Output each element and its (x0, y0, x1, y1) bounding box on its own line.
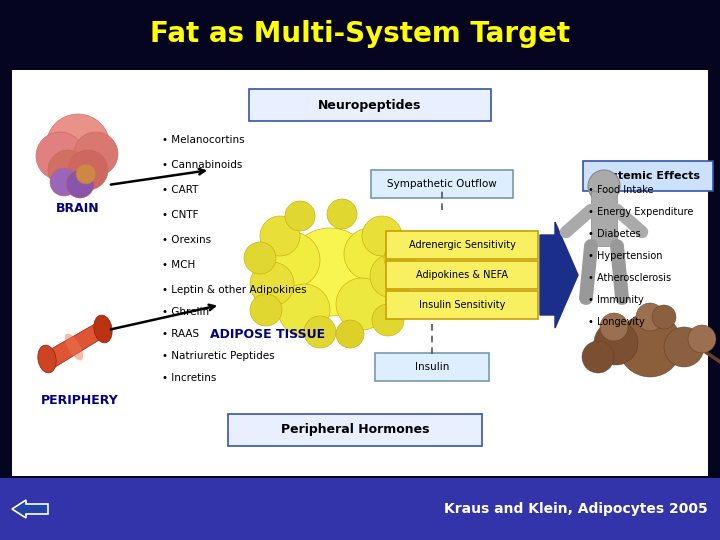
Circle shape (46, 114, 110, 178)
Circle shape (688, 325, 716, 353)
Circle shape (588, 170, 620, 202)
Ellipse shape (65, 334, 83, 360)
Circle shape (68, 150, 108, 190)
Circle shape (594, 321, 638, 365)
Text: • RAAS: • RAAS (162, 329, 199, 339)
Circle shape (285, 201, 315, 231)
Text: • Melanocortins: • Melanocortins (162, 135, 245, 145)
Text: • Hypertension: • Hypertension (588, 251, 662, 261)
Circle shape (582, 341, 614, 373)
Text: • Longevity: • Longevity (588, 317, 644, 327)
Circle shape (74, 132, 118, 176)
Text: • MCH: • MCH (162, 260, 195, 270)
Text: PERIPHERY: PERIPHERY (41, 395, 119, 408)
Text: • Natriuretic Peptides: • Natriuretic Peptides (162, 351, 274, 361)
FancyBboxPatch shape (591, 191, 617, 246)
Polygon shape (540, 222, 578, 328)
FancyBboxPatch shape (375, 353, 489, 381)
Text: • CART: • CART (162, 185, 199, 195)
Text: Adipokines & NEFA: Adipokines & NEFA (416, 270, 508, 280)
Text: • Cannabinoids: • Cannabinoids (162, 160, 243, 170)
Circle shape (652, 305, 676, 329)
Circle shape (618, 313, 682, 377)
Bar (0, 478, 720, 540)
Circle shape (370, 254, 414, 298)
Text: Kraus and Klein, Adipocytes 2005: Kraus and Klein, Adipocytes 2005 (444, 502, 708, 516)
Circle shape (250, 294, 282, 326)
Text: Insulin Sensitivity: Insulin Sensitivity (419, 300, 505, 310)
Circle shape (76, 164, 96, 184)
Circle shape (250, 262, 294, 306)
Circle shape (372, 304, 404, 336)
Circle shape (362, 216, 402, 256)
Text: • Energy Expenditure: • Energy Expenditure (588, 207, 693, 217)
FancyBboxPatch shape (249, 89, 491, 121)
Bar (0, 0, 720, 68)
Circle shape (304, 316, 336, 348)
Text: • Ghrelin: • Ghrelin (162, 307, 209, 317)
Circle shape (244, 242, 276, 274)
Text: Systemic Effects: Systemic Effects (596, 171, 700, 181)
Text: • Incretins: • Incretins (162, 373, 217, 383)
Polygon shape (40, 321, 108, 369)
Text: BRAIN: BRAIN (56, 201, 100, 214)
Bar (12, 70, 708, 476)
Text: Neuropeptides: Neuropeptides (318, 98, 422, 111)
FancyBboxPatch shape (386, 261, 538, 289)
Circle shape (636, 303, 664, 331)
Circle shape (327, 199, 357, 229)
Circle shape (66, 170, 94, 198)
Text: ADIPOSE TISSUE: ADIPOSE TISSUE (210, 328, 325, 341)
Circle shape (278, 284, 330, 336)
Ellipse shape (94, 315, 112, 343)
Text: • Leptin & other Adipokines: • Leptin & other Adipokines (162, 285, 307, 295)
FancyBboxPatch shape (386, 291, 538, 319)
Text: • Atherosclerosis: • Atherosclerosis (588, 273, 671, 283)
Circle shape (336, 320, 364, 348)
Circle shape (384, 242, 416, 274)
Text: Adrenergic Sensitivity: Adrenergic Sensitivity (408, 240, 516, 250)
Circle shape (664, 327, 704, 367)
Circle shape (344, 228, 396, 280)
Circle shape (260, 216, 300, 256)
Circle shape (264, 232, 320, 288)
Ellipse shape (38, 345, 56, 373)
FancyBboxPatch shape (228, 414, 482, 446)
Text: • Food Intake: • Food Intake (588, 185, 654, 195)
Text: Insulin: Insulin (415, 362, 449, 372)
Text: • Immunity: • Immunity (588, 295, 644, 305)
Circle shape (50, 168, 78, 196)
Circle shape (36, 132, 84, 180)
Text: • Orexins: • Orexins (162, 235, 211, 245)
Circle shape (286, 228, 374, 316)
Text: Fat as Multi-System Target: Fat as Multi-System Target (150, 20, 570, 48)
Circle shape (336, 278, 388, 330)
FancyBboxPatch shape (371, 170, 513, 198)
Circle shape (600, 313, 628, 341)
Text: • CNTF: • CNTF (162, 210, 199, 220)
Circle shape (48, 150, 88, 190)
Text: Peripheral Hormones: Peripheral Hormones (281, 423, 429, 436)
FancyArrow shape (12, 500, 48, 518)
Text: Sympathetic Outflow: Sympathetic Outflow (387, 179, 497, 189)
FancyBboxPatch shape (583, 161, 713, 191)
Text: • Diabetes: • Diabetes (588, 229, 641, 239)
FancyBboxPatch shape (386, 231, 538, 259)
